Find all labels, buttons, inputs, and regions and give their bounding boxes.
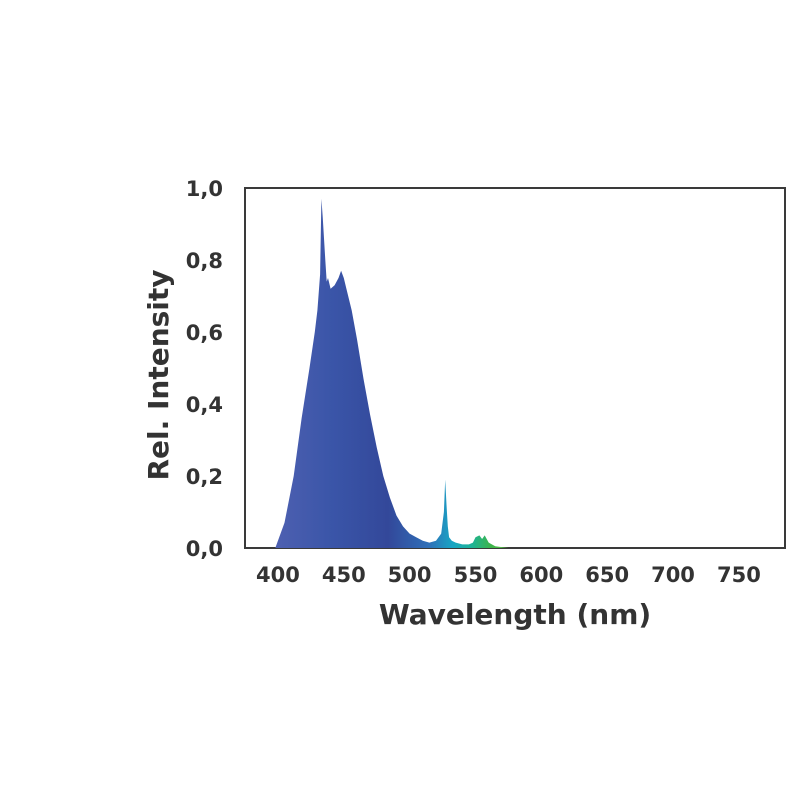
y-tick-label: 0,0 — [186, 537, 223, 561]
y-axis-label: Rel. Intensity — [142, 269, 175, 480]
x-tick-label: 650 — [585, 563, 629, 587]
y-tick-label: 1,0 — [186, 177, 223, 201]
x-tick-label: 500 — [388, 563, 432, 587]
y-tick-label: 0,8 — [186, 249, 223, 273]
x-tick-label: 750 — [717, 563, 761, 587]
x-tick-label: 450 — [322, 563, 366, 587]
plot-frame — [244, 187, 786, 549]
x-tick-label: 400 — [256, 563, 300, 587]
y-tick-label: 0,2 — [186, 465, 223, 489]
x-tick-label: 550 — [454, 563, 498, 587]
y-axis-ticks: 0,0 0,2 0,4 0,6 0,8 1,0 — [186, 177, 223, 561]
x-axis-label: Wavelength (nm) — [379, 598, 651, 631]
x-tick-label: 600 — [519, 563, 563, 587]
y-tick-label: 0,4 — [186, 393, 223, 417]
x-axis-ticks: 400 450 500 550 600 650 700 750 — [256, 563, 761, 587]
x-tick-label: 700 — [651, 563, 695, 587]
spectrum-area — [275, 198, 509, 549]
y-tick-label: 0,6 — [186, 321, 223, 345]
